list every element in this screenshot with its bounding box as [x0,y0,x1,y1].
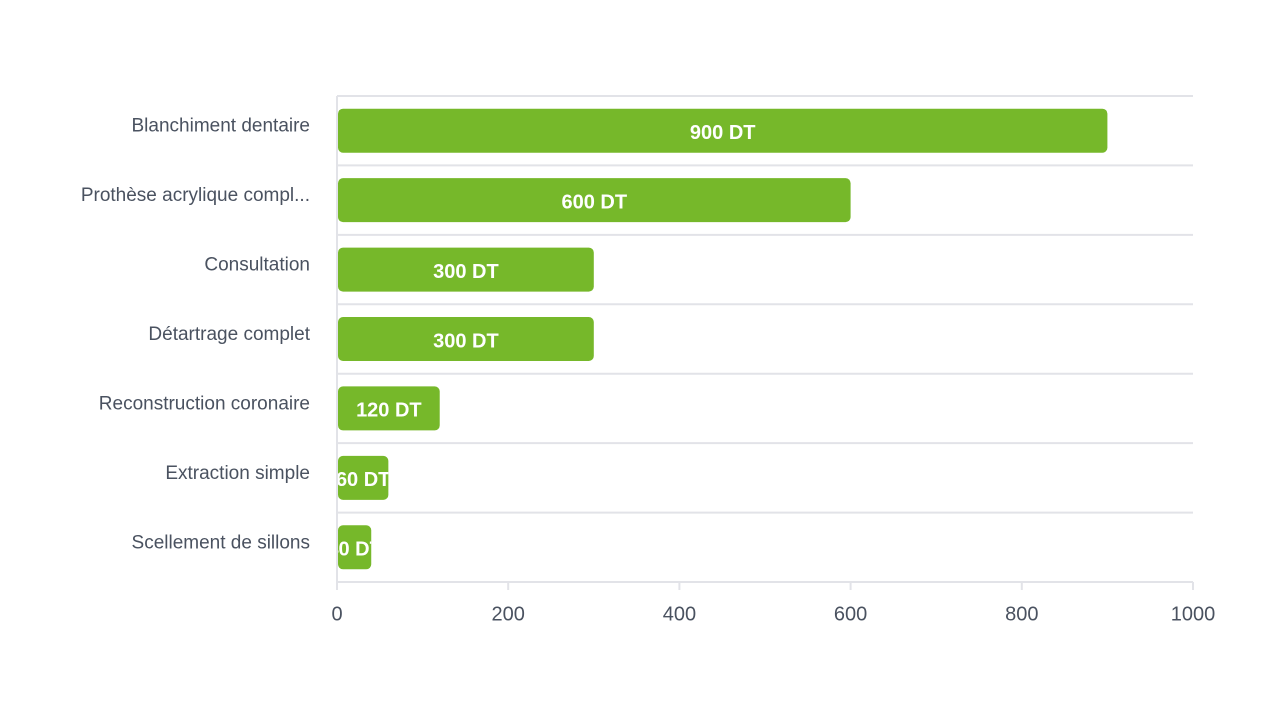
value-label: 600 DT [562,191,628,213]
bar [338,317,594,361]
bar [338,178,851,223]
x-tick-label: 0 [331,603,342,625]
value-label: 60 DT [336,469,390,491]
category-label: Blanchiment dentaire [132,116,311,137]
bar [338,386,440,431]
x-tick-label: 600 [834,603,867,625]
bar [338,455,389,500]
category-label: Consultation [204,255,310,276]
x-tick-label: 200 [492,603,525,625]
value-label: 300 DT [433,261,499,283]
category-label: Détartrage complet [148,324,310,345]
x-tick-label: 800 [1005,603,1038,625]
category-label: Prothèse acrylique compl... [81,185,310,206]
value-label: 120 DT [356,400,422,422]
value-label: 300 DT [433,330,499,352]
category-label: Extraction simple [165,463,310,484]
bar [338,108,1108,153]
value-label: 900 DT [690,122,756,144]
bar [338,247,594,292]
category-label: Scellement de sillons [132,532,310,553]
category-label: Reconstruction coronaire [99,393,310,414]
value-label: 40 DT [327,539,381,561]
x-tick-label: 1000 [1171,603,1216,625]
x-tick-label: 400 [663,603,696,625]
bar [338,525,372,570]
